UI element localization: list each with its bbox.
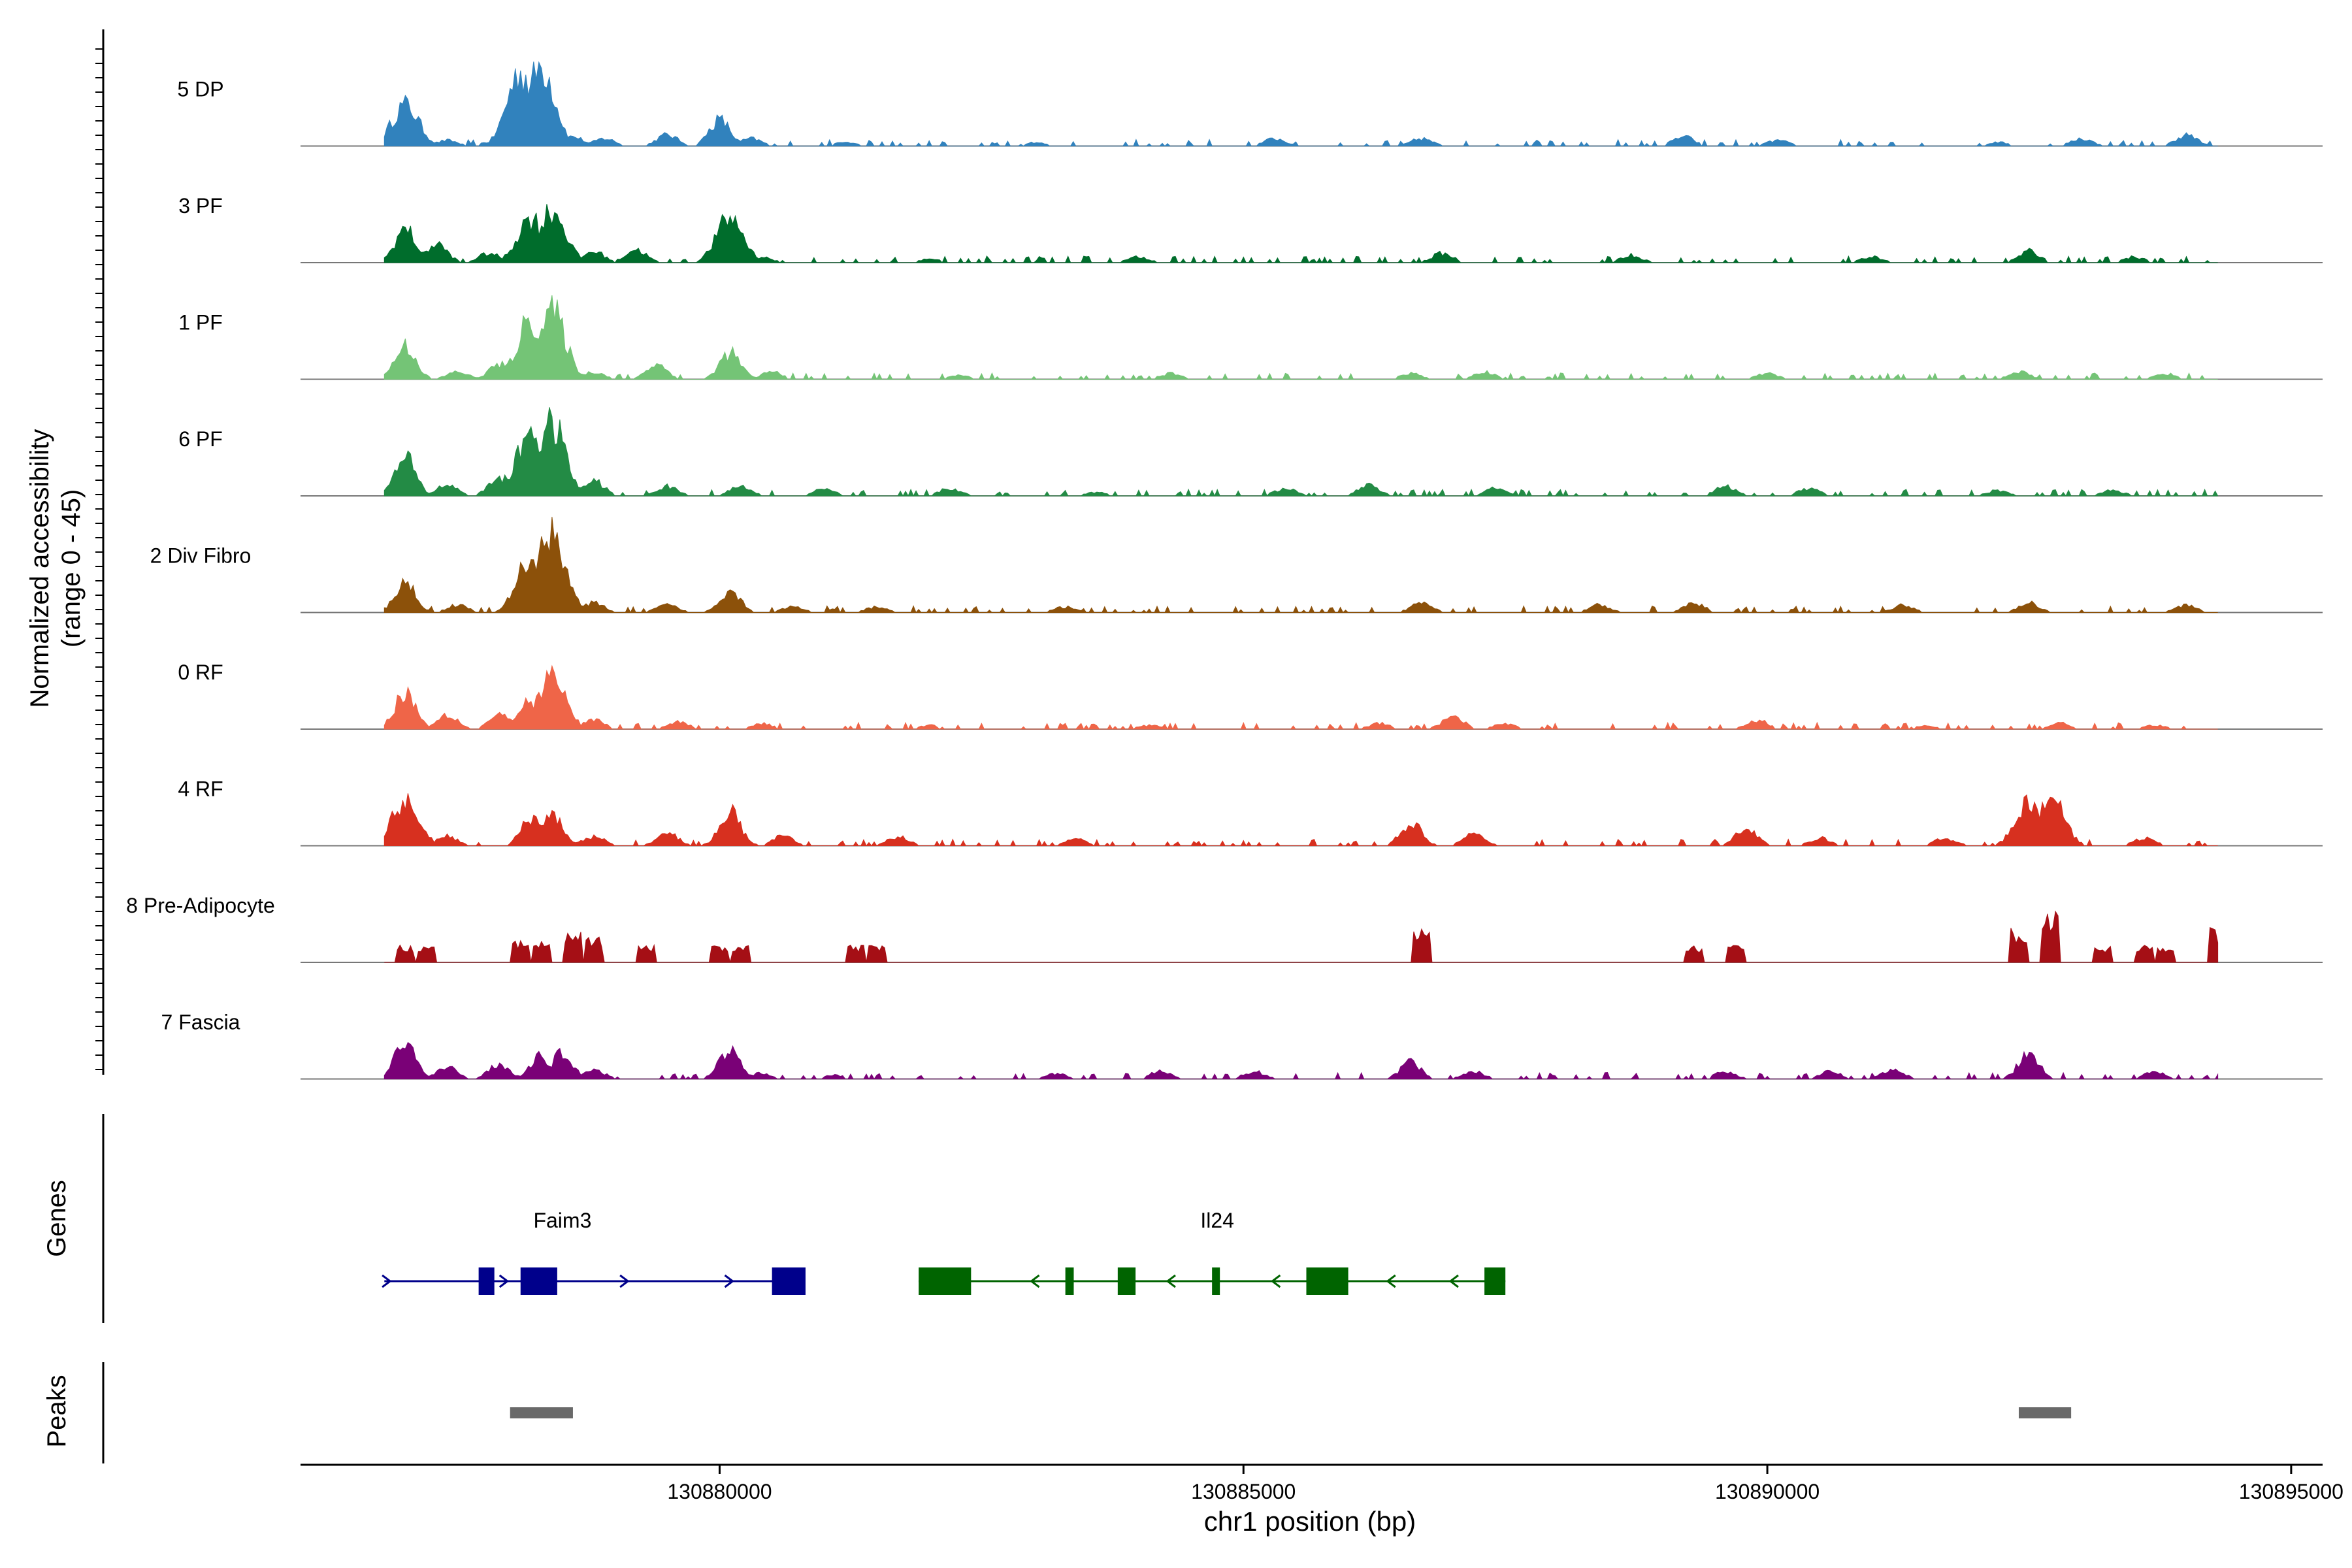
gene-strand-arrow <box>724 1274 734 1288</box>
x-axis-tick-label: 130895000 <box>2239 1480 2344 1503</box>
gene-faim3: Faim3 <box>382 1209 806 1295</box>
y-axis-label-range: (range 0 - 45) <box>57 489 86 647</box>
track-3-pf: 3 PF <box>178 194 2323 264</box>
gene-label: Faim3 <box>533 1209 591 1232</box>
track-label: 3 PF <box>178 194 223 218</box>
track-coverage-area <box>384 204 2218 264</box>
track-label: 2 Div Fibro <box>150 544 252 568</box>
track-label: 8 Pre-Adipocyte <box>126 894 275 917</box>
gene-strand-arrow <box>1030 1274 1040 1288</box>
track-4-rf: 4 RF <box>178 777 2323 847</box>
x-axis-ticks: 130880000 130885000 130890000 130895000 <box>667 1465 2344 1503</box>
track-0-rf: 0 RF <box>178 661 2323 730</box>
gene-strand-arrow <box>1448 1274 1459 1288</box>
peak-annotations <box>510 1407 2072 1418</box>
track-1-pf: 1 PF <box>178 295 2323 380</box>
track-coverage-area <box>384 793 2218 847</box>
y-axis-ticks <box>95 48 103 1070</box>
track-coverage-area <box>384 295 2218 380</box>
track-7-fascia: 7 Fascia <box>161 1011 2323 1080</box>
peak-region <box>2018 1407 2072 1418</box>
gene-strand-arrow <box>1166 1274 1176 1288</box>
gene-exon <box>919 1267 972 1295</box>
gene-exon <box>1212 1267 1220 1295</box>
x-axis-label: chr1 position (bp) <box>1204 1506 1416 1537</box>
track-coverage-area <box>384 407 2219 497</box>
gene-strand-arrow <box>498 1274 510 1288</box>
track-8-pre-adipocyte: 8 Pre-Adipocyte <box>126 894 2323 963</box>
track-coverage-area <box>384 61 2218 147</box>
peak-region <box>510 1407 573 1418</box>
accessibility-tracks: 5 DP 3 PF 1 PF 6 PF 2 Div Fibro 0 RF 4 RF 8 Pre… <box>126 61 2323 1080</box>
track-label: 6 PF <box>178 427 223 451</box>
track-coverage-area <box>384 664 2218 730</box>
track-5-dp: 5 DP <box>177 61 2323 147</box>
x-axis-tick-label: 130885000 <box>1191 1480 1296 1503</box>
track-label: 0 RF <box>178 661 223 684</box>
gene-strand-arrow <box>1386 1274 1396 1288</box>
track-label: 4 RF <box>178 777 223 801</box>
track-label: 7 Fascia <box>161 1011 240 1034</box>
gene-strand-arrow <box>382 1274 392 1288</box>
gene-exon <box>1117 1267 1136 1295</box>
track-label: 5 DP <box>177 78 223 101</box>
gene-strand-arrow <box>1270 1274 1281 1288</box>
gene-strand-arrow <box>619 1274 630 1288</box>
gene-exon <box>772 1267 806 1295</box>
track-coverage-area <box>384 517 2218 613</box>
gene-exon <box>1484 1267 1506 1295</box>
gene-exon <box>1065 1267 1074 1295</box>
gene-label: Il24 <box>1200 1209 1234 1232</box>
gene-exon <box>1306 1267 1348 1295</box>
y-axis-label: Normalized accessibility <box>25 429 54 708</box>
gene-il24: Il24 <box>919 1209 1506 1295</box>
track-2-div-fibro: 2 Div Fibro <box>150 517 2323 613</box>
x-axis-tick-label: 130880000 <box>667 1480 772 1503</box>
track-label: 1 PF <box>178 311 223 335</box>
genes-panel-label: Genes <box>42 1180 71 1257</box>
gene-exon <box>520 1267 557 1295</box>
track-6-pf: 6 PF <box>178 407 2323 497</box>
gene-exon <box>478 1267 495 1295</box>
track-coverage-area <box>384 1041 2219 1080</box>
x-axis-tick-label: 130890000 <box>1715 1480 1820 1503</box>
peaks-panel-label: Peaks <box>42 1375 71 1447</box>
gene-annotations: Faim3 Il24 <box>382 1209 1506 1295</box>
track-coverage-area <box>384 910 2219 963</box>
